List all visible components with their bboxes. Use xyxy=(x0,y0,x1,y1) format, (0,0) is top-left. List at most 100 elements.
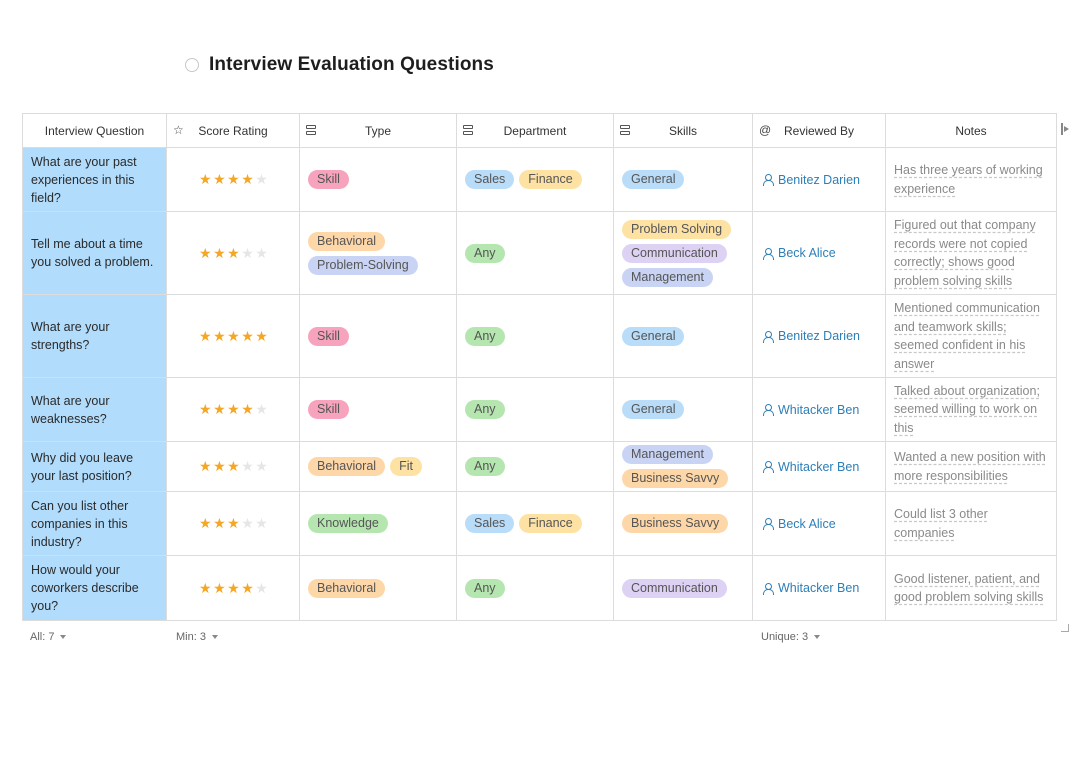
star-filled-icon[interactable]: ★ xyxy=(227,579,242,596)
star-filled-icon[interactable]: ★ xyxy=(227,401,242,417)
reviewer-name[interactable]: Whitacker Ben xyxy=(778,581,860,595)
column-header-question[interactable]: Interview Question xyxy=(23,114,167,147)
reviewer-name[interactable]: Whitacker Ben xyxy=(778,459,860,474)
star-filled-icon[interactable]: ★ xyxy=(213,458,228,474)
reviewer-name[interactable]: Benitez Darien xyxy=(778,329,860,343)
skills-cell[interactable]: Management Business Savvy xyxy=(614,442,753,491)
column-header-department[interactable]: Department xyxy=(457,114,614,147)
notes-cell[interactable]: Talked about organization; seemed willin… xyxy=(886,378,1056,441)
star-filled-icon[interactable]: ★ xyxy=(199,515,214,531)
department-cell[interactable]: Sales Finance xyxy=(457,148,614,211)
column-header-reviewed-by[interactable]: @ Reviewed By xyxy=(753,114,886,147)
star-filled-icon[interactable]: ★ xyxy=(199,401,214,417)
table-row[interactable]: How would your coworkers describe you? ★ ★… xyxy=(23,556,1056,621)
star-filled-icon[interactable]: ★ xyxy=(199,579,214,596)
table-row[interactable]: What are your strengths? ★ ★ ★ ★ ★ Skill Any Gen… xyxy=(23,295,1056,378)
reviewer-cell[interactable]: Beck Alice xyxy=(753,212,886,294)
star-filled-icon[interactable]: ★ xyxy=(213,515,228,531)
star-filled-icon[interactable]: ★ xyxy=(241,579,256,596)
collapse-panel-icon[interactable] xyxy=(1061,123,1069,135)
star-filled-icon[interactable]: ★ xyxy=(213,327,228,344)
reviewer-name[interactable]: Beck Alice xyxy=(778,516,836,531)
type-cell[interactable]: Behavioral xyxy=(300,556,457,620)
notes-cell[interactable]: Figured out that company records were no… xyxy=(886,212,1056,294)
star-empty-icon[interactable]: ★ xyxy=(255,515,270,531)
tag[interactable]: Communication xyxy=(622,578,727,598)
type-cell[interactable]: Skill xyxy=(300,295,457,377)
tag[interactable]: Business Savvy xyxy=(622,469,729,488)
tag[interactable]: Skill xyxy=(308,326,349,346)
star-filled-icon[interactable]: ★ xyxy=(213,401,228,417)
tag[interactable]: Behavioral xyxy=(308,457,386,476)
star-filled-icon[interactable]: ★ xyxy=(227,458,242,474)
star-empty-icon[interactable]: ★ xyxy=(255,458,270,474)
star-filled-icon[interactable]: ★ xyxy=(199,171,214,187)
star-filled-icon[interactable]: ★ xyxy=(227,171,242,187)
tag[interactable]: Skill xyxy=(308,170,349,189)
tag[interactable]: Behavioral xyxy=(308,231,386,251)
question-cell[interactable]: How would your coworkers describe you? xyxy=(23,556,167,620)
notes-cell[interactable]: Could list 3 other companies xyxy=(886,492,1056,555)
type-cell[interactable]: Skill xyxy=(300,378,457,441)
question-cell[interactable]: Why did you leave your last position? xyxy=(23,442,167,491)
tag[interactable]: Fit xyxy=(390,457,422,476)
table-row[interactable]: Why did you leave your last position? ★ ★ ★… xyxy=(23,442,1056,492)
reviewer-name[interactable]: Benitez Darien xyxy=(778,172,860,187)
tag[interactable]: Communication xyxy=(622,243,727,263)
score-rating-cell[interactable]: ★ ★ ★ ★ ★ xyxy=(167,295,300,377)
tag[interactable]: Problem-Solving xyxy=(308,255,418,275)
type-cell[interactable]: Knowledge xyxy=(300,492,457,555)
type-cell[interactable]: Behavioral Problem-Solving xyxy=(300,212,457,294)
notes-cell[interactable]: Wanted a new position with more responsi… xyxy=(886,442,1056,491)
score-rating-cell[interactable]: ★ ★ ★ ★ ★ xyxy=(167,442,300,491)
tag[interactable]: Any xyxy=(465,578,505,598)
star-filled-icon[interactable]: ★ xyxy=(241,327,256,344)
score-rating-cell[interactable]: ★ ★ ★ ★ ★ xyxy=(167,492,300,555)
table-row[interactable]: Can you list other companies in this ind… xyxy=(23,492,1056,556)
column-header-skills[interactable]: Skills xyxy=(614,114,753,147)
tag[interactable]: General xyxy=(622,170,685,189)
footer-min[interactable]: Min: 3 xyxy=(176,631,218,643)
skills-cell[interactable]: General xyxy=(614,295,753,377)
tag[interactable]: Sales xyxy=(465,170,515,189)
star-filled-icon[interactable]: ★ xyxy=(227,515,242,531)
tag[interactable]: Any xyxy=(465,326,505,346)
footer-count[interactable]: All: 7 xyxy=(30,631,67,643)
tag[interactable]: Skill xyxy=(308,400,349,419)
star-filled-icon[interactable]: ★ xyxy=(213,244,228,261)
question-cell[interactable]: Can you list other companies in this ind… xyxy=(23,492,167,555)
tag[interactable]: Any xyxy=(465,457,505,476)
table-row[interactable]: What are your past experiences in this f… xyxy=(23,148,1056,212)
tag[interactable]: Problem Solving xyxy=(622,219,732,239)
skills-cell[interactable]: Problem Solving Communication Management xyxy=(614,212,753,294)
type-cell[interactable]: Skill xyxy=(300,148,457,211)
skills-cell[interactable]: Business Savvy xyxy=(614,492,753,555)
department-cell[interactable]: Any xyxy=(457,212,614,294)
star-filled-icon[interactable]: ★ xyxy=(199,327,214,344)
column-header-score[interactable]: ☆ Score Rating xyxy=(167,114,300,147)
tag[interactable]: Finance xyxy=(519,514,582,533)
tag[interactable]: General xyxy=(622,326,685,346)
score-rating-cell[interactable]: ★ ★ ★ ★ ★ xyxy=(167,212,300,294)
reviewer-name[interactable]: Whitacker Ben xyxy=(778,402,860,417)
star-empty-icon[interactable]: ★ xyxy=(255,171,270,187)
reviewer-cell[interactable]: Whitacker Ben xyxy=(753,378,886,441)
department-cell[interactable]: Any xyxy=(457,556,614,620)
star-filled-icon[interactable]: ★ xyxy=(255,327,270,344)
reviewer-cell[interactable]: Whitacker Ben xyxy=(753,556,886,620)
department-cell[interactable]: Any xyxy=(457,442,614,491)
type-cell[interactable]: Behavioral Fit xyxy=(300,442,457,491)
question-cell[interactable]: Tell me about a time you solved a proble… xyxy=(23,212,167,294)
star-filled-icon[interactable]: ★ xyxy=(213,171,228,187)
score-rating-cell[interactable]: ★ ★ ★ ★ ★ xyxy=(167,148,300,211)
reviewer-cell[interactable]: Benitez Darien xyxy=(753,148,886,211)
star-filled-icon[interactable]: ★ xyxy=(199,244,214,261)
tag[interactable]: Sales xyxy=(465,514,515,533)
department-cell[interactable]: Any xyxy=(457,295,614,377)
star-filled-icon[interactable]: ★ xyxy=(199,458,214,474)
tag[interactable]: Knowledge xyxy=(308,514,388,533)
skills-cell[interactable]: General xyxy=(614,378,753,441)
skills-cell[interactable]: Communication xyxy=(614,556,753,620)
score-rating-cell[interactable]: ★ ★ ★ ★ ★ xyxy=(167,556,300,620)
star-filled-icon[interactable]: ★ xyxy=(241,401,256,417)
